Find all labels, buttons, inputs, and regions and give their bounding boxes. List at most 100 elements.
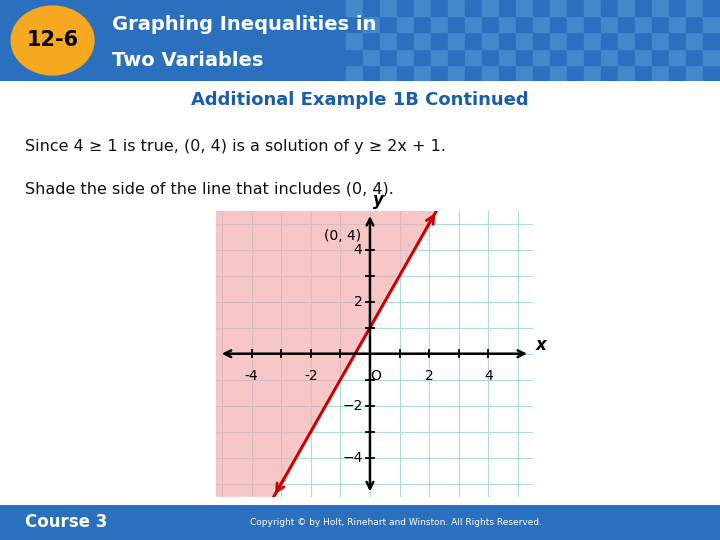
- Bar: [584, 0, 601, 16]
- Bar: [431, 32, 448, 49]
- Bar: [499, 0, 516, 16]
- Bar: [567, 0, 584, 16]
- Bar: [363, 65, 379, 81]
- Bar: [567, 49, 584, 65]
- Text: -2: -2: [304, 369, 318, 383]
- Bar: [379, 65, 397, 81]
- Bar: [584, 32, 601, 49]
- Text: −4: −4: [342, 451, 363, 465]
- Text: Shade the side of the line that includes (0, 4).: Shade the side of the line that includes…: [25, 181, 394, 196]
- Bar: [669, 32, 686, 49]
- Bar: [499, 32, 516, 49]
- Bar: [499, 16, 516, 32]
- Bar: [669, 0, 686, 16]
- Bar: [686, 32, 703, 49]
- Bar: [516, 32, 533, 49]
- Text: Copyright © by Holt, Rinehart and Winston. All Rights Reserved.: Copyright © by Holt, Rinehart and Winsto…: [250, 518, 542, 527]
- Bar: [379, 32, 397, 49]
- Bar: [379, 0, 397, 16]
- Bar: [482, 65, 499, 81]
- Bar: [448, 16, 464, 32]
- Text: 12-6: 12-6: [27, 30, 78, 51]
- Text: -4: -4: [245, 369, 258, 383]
- Bar: [618, 16, 635, 32]
- Bar: [397, 32, 414, 49]
- Bar: [533, 32, 550, 49]
- Bar: [516, 16, 533, 32]
- Bar: [618, 32, 635, 49]
- Bar: [533, 65, 550, 81]
- Bar: [533, 16, 550, 32]
- Bar: [533, 0, 550, 16]
- Polygon shape: [216, 211, 436, 497]
- Bar: [601, 49, 618, 65]
- Text: Since 4 ≥ 1 is true, (0, 4) is a solution of y ≥ 2x + 1.: Since 4 ≥ 1 is true, (0, 4) is a solutio…: [25, 139, 446, 153]
- Text: O: O: [370, 369, 381, 383]
- Bar: [550, 32, 567, 49]
- Bar: [533, 49, 550, 65]
- Bar: [379, 16, 397, 32]
- Text: Two Variables: Two Variables: [112, 51, 263, 70]
- Bar: [414, 65, 431, 81]
- Bar: [703, 65, 720, 81]
- Bar: [516, 49, 533, 65]
- Bar: [482, 0, 499, 16]
- Bar: [635, 0, 652, 16]
- Bar: [397, 0, 414, 16]
- Text: Additional Example 1B Continued: Additional Example 1B Continued: [192, 91, 528, 109]
- Bar: [635, 65, 652, 81]
- Bar: [601, 65, 618, 81]
- Bar: [618, 65, 635, 81]
- Bar: [363, 0, 379, 16]
- Bar: [686, 49, 703, 65]
- Ellipse shape: [11, 6, 94, 75]
- Bar: [346, 32, 363, 49]
- Bar: [703, 0, 720, 16]
- Bar: [703, 32, 720, 49]
- Bar: [448, 65, 464, 81]
- Bar: [346, 49, 363, 65]
- Bar: [363, 16, 379, 32]
- Bar: [652, 65, 669, 81]
- Bar: [431, 49, 448, 65]
- Text: Graphing Inequalities in: Graphing Inequalities in: [112, 15, 376, 34]
- Text: 2: 2: [425, 369, 433, 383]
- Bar: [482, 16, 499, 32]
- Bar: [703, 16, 720, 32]
- Bar: [464, 16, 482, 32]
- Bar: [567, 65, 584, 81]
- Bar: [482, 32, 499, 49]
- Bar: [601, 16, 618, 32]
- Bar: [550, 0, 567, 16]
- Bar: [652, 32, 669, 49]
- Bar: [567, 16, 584, 32]
- Bar: [397, 16, 414, 32]
- Bar: [397, 65, 414, 81]
- Bar: [618, 49, 635, 65]
- Bar: [363, 32, 379, 49]
- Bar: [669, 16, 686, 32]
- Bar: [703, 49, 720, 65]
- Bar: [686, 65, 703, 81]
- Text: x: x: [536, 335, 546, 354]
- Bar: [346, 65, 363, 81]
- Bar: [414, 16, 431, 32]
- Bar: [464, 65, 482, 81]
- Bar: [499, 65, 516, 81]
- Bar: [448, 32, 464, 49]
- Text: (0, 4): (0, 4): [324, 229, 361, 243]
- Bar: [464, 49, 482, 65]
- Bar: [431, 16, 448, 32]
- Bar: [516, 0, 533, 16]
- Bar: [669, 65, 686, 81]
- Bar: [448, 0, 464, 16]
- Bar: [431, 0, 448, 16]
- Bar: [448, 49, 464, 65]
- Bar: [363, 49, 379, 65]
- Bar: [635, 16, 652, 32]
- Bar: [499, 49, 516, 65]
- Text: 4: 4: [354, 242, 363, 256]
- Bar: [669, 49, 686, 65]
- Bar: [464, 0, 482, 16]
- Bar: [601, 32, 618, 49]
